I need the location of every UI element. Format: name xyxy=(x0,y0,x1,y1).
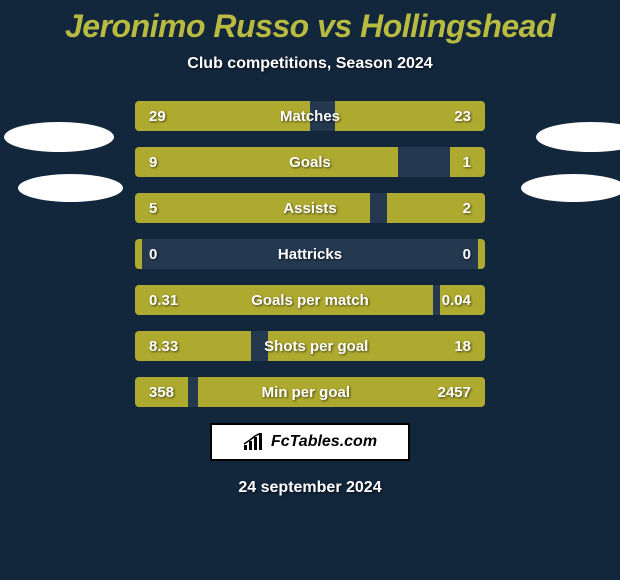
right-value: 0.04 xyxy=(442,292,485,309)
stat-row: 29Matches23 xyxy=(135,101,485,131)
brand-text: FcTables.com xyxy=(271,433,377,451)
decorative-ellipse xyxy=(4,122,114,152)
decorative-ellipse xyxy=(18,174,123,202)
stat-label: Assists xyxy=(157,200,462,217)
chart-icon xyxy=(243,433,265,451)
right-value: 2457 xyxy=(438,384,485,401)
stat-label: Min per goal xyxy=(174,384,438,401)
left-value: 358 xyxy=(135,384,174,401)
left-value: 0.31 xyxy=(135,292,178,309)
stat-label: Goals per match xyxy=(178,292,442,309)
stat-label: Goals xyxy=(157,154,462,171)
stat-row: 358Min per goal2457 xyxy=(135,377,485,407)
stats-table: 29Matches239Goals15Assists20Hattricks00.… xyxy=(135,101,485,407)
stat-row: 9Goals1 xyxy=(135,147,485,177)
left-value: 9 xyxy=(135,154,157,171)
footer-date: 24 september 2024 xyxy=(0,479,620,497)
right-value: 1 xyxy=(463,154,485,171)
stat-label: Hattricks xyxy=(157,246,462,263)
stat-row: 0Hattricks0 xyxy=(135,239,485,269)
decorative-ellipse xyxy=(536,122,620,152)
comparison-infographic: Jeronimo Russo vs Hollingshead Club comp… xyxy=(0,0,620,580)
page-title: Jeronimo Russo vs Hollingshead xyxy=(0,8,620,45)
decorative-ellipse xyxy=(521,174,620,202)
stat-label: Matches xyxy=(166,108,455,125)
stat-row: 0.31Goals per match0.04 xyxy=(135,285,485,315)
left-value: 8.33 xyxy=(135,338,178,355)
subtitle: Club competitions, Season 2024 xyxy=(0,55,620,73)
right-value: 0 xyxy=(463,246,485,263)
stat-row: 8.33Shots per goal18 xyxy=(135,331,485,361)
left-value: 5 xyxy=(135,200,157,217)
left-value: 29 xyxy=(135,108,166,125)
right-value: 23 xyxy=(454,108,485,125)
stat-label: Shots per goal xyxy=(178,338,454,355)
left-value: 0 xyxy=(135,246,157,263)
brand-badge: FcTables.com xyxy=(210,423,410,461)
stat-row: 5Assists2 xyxy=(135,193,485,223)
right-value: 2 xyxy=(463,200,485,217)
right-value: 18 xyxy=(454,338,485,355)
